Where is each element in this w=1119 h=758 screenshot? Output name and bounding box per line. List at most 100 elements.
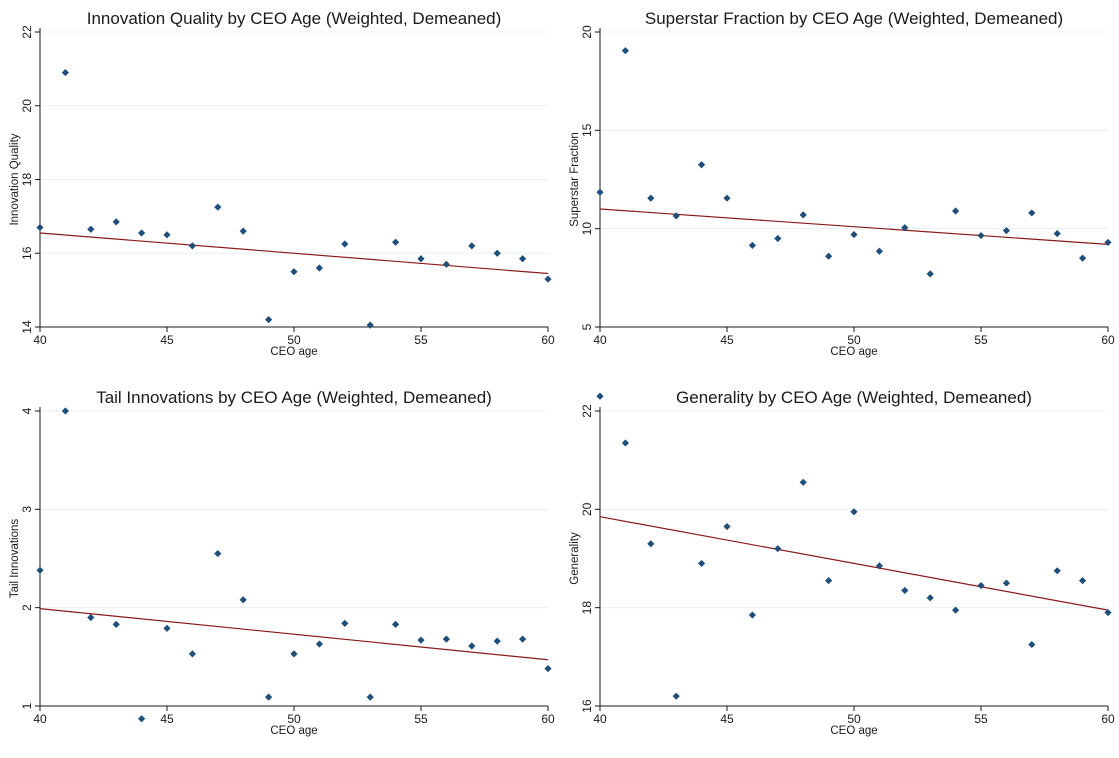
x-axis-title: CEO age xyxy=(270,346,317,358)
data-point-age-57 xyxy=(1028,640,1036,649)
data-point-age-53 xyxy=(366,693,374,701)
y-tick-label: 14 xyxy=(20,320,34,334)
data-point-age-40 xyxy=(596,392,604,400)
y-tick-label: 18 xyxy=(580,601,594,615)
data-point-age-58 xyxy=(493,249,501,257)
data-point-age-44 xyxy=(698,161,706,169)
y-tick-label: 20 xyxy=(20,99,34,113)
data-point-age-54 xyxy=(392,238,400,246)
data-point-age-47 xyxy=(774,234,782,243)
y-axis-title: Generality xyxy=(569,532,581,585)
data-point-age-41 xyxy=(61,68,69,77)
y-tick-label: 16 xyxy=(20,246,34,260)
data-point-age-46 xyxy=(188,242,196,250)
chart-superstar-fraction: 5 10 15 20 40 45 50 55 60 CEO age Superstar Fracti… xyxy=(569,9,1115,358)
fitted-line xyxy=(39,232,549,275)
chart-tail-innovations: 1 2 3 4 40 45 50 55 60 CEO age Tail Innovations Tai… xyxy=(9,388,555,737)
data-point-age-56 xyxy=(442,260,450,268)
data-point-age-48 xyxy=(239,596,247,604)
data-point-age-51 xyxy=(875,562,883,570)
data-point-age-53 xyxy=(366,321,374,329)
data-point-age-45 xyxy=(723,194,731,202)
x-tick-label: 50 xyxy=(847,333,861,347)
x-tick-label: 40 xyxy=(33,712,47,726)
data-point-age-51 xyxy=(315,264,323,272)
data-point-age-57 xyxy=(1028,209,1036,217)
x-tick-label: 50 xyxy=(287,712,301,726)
data-point-age-47 xyxy=(214,549,222,558)
x-tick-label: 60 xyxy=(541,333,555,347)
data-point-age-40 xyxy=(36,566,44,574)
y-axis-title: Superstar Fraction xyxy=(569,132,581,227)
data-point-age-55 xyxy=(417,255,425,263)
x-tick-label: 55 xyxy=(974,333,988,347)
chart-panel-innovation-quality: 14 16 18 20 22 40 45 50 55 60 CEO age Innovation Qu… xyxy=(0,0,559,379)
x-tick-label: 55 xyxy=(414,712,428,726)
y-tick-label: 22 xyxy=(20,25,34,39)
y-tick-label: 16 xyxy=(580,699,594,713)
data-point-age-55 xyxy=(977,581,985,590)
y-tick-label: 10 xyxy=(580,222,594,236)
y-tick-label: 5 xyxy=(580,323,594,330)
y-tick-label: 15 xyxy=(580,123,594,137)
data-point-age-46 xyxy=(748,241,756,249)
y-axis-title: Tail Innovations xyxy=(9,519,21,599)
x-tick-label: 60 xyxy=(1101,333,1115,347)
chart-generality: 16 18 20 22 40 45 50 55 60 CEO age Generality Gener… xyxy=(569,388,1115,737)
data-point-age-42 xyxy=(647,194,655,202)
data-point-age-47 xyxy=(214,203,222,211)
data-point-age-47 xyxy=(774,545,782,553)
data-point-age-44 xyxy=(698,559,706,568)
data-point-age-58 xyxy=(1053,567,1061,575)
data-point-age-60 xyxy=(544,275,552,283)
data-point-age-46 xyxy=(188,650,196,658)
x-tick-label: 45 xyxy=(160,333,174,347)
data-point-age-59 xyxy=(519,255,527,263)
data-point-age-42 xyxy=(87,225,95,233)
data-point-age-50 xyxy=(290,268,298,276)
y-axis-title: Innovation Quality xyxy=(9,133,21,225)
data-point-age-54 xyxy=(952,606,960,614)
x-axis-title: CEO age xyxy=(830,346,877,358)
data-point-age-51 xyxy=(875,247,883,255)
y-tick-label: 18 xyxy=(20,173,34,187)
data-point-age-50 xyxy=(850,230,858,239)
chart-innovation-quality: 14 16 18 20 22 40 45 50 55 60 CEO age Innovation Qu… xyxy=(9,9,555,358)
chart-panel-superstar-fraction: 5 10 15 20 40 45 50 55 60 CEO age Superstar Fracti… xyxy=(560,0,1119,379)
data-point-age-57 xyxy=(468,242,476,250)
data-point-age-42 xyxy=(87,613,95,622)
y-tick-label: 4 xyxy=(20,407,34,414)
data-point-age-60 xyxy=(544,665,552,673)
data-point-age-53 xyxy=(926,594,934,602)
data-point-age-52 xyxy=(901,586,909,595)
data-point-age-53 xyxy=(926,270,934,278)
data-point-age-50 xyxy=(290,650,298,658)
data-point-age-52 xyxy=(901,224,909,232)
y-tick-label: 20 xyxy=(580,502,594,516)
data-point-age-49 xyxy=(265,316,273,324)
data-point-age-54 xyxy=(392,620,400,628)
x-tick-label: 45 xyxy=(720,333,734,347)
data-point-age-52 xyxy=(341,240,349,248)
x-tick-label: 40 xyxy=(33,333,47,347)
data-point-age-59 xyxy=(1079,254,1087,262)
data-point-age-44 xyxy=(138,715,146,723)
data-point-age-49 xyxy=(825,577,833,585)
data-point-age-48 xyxy=(239,227,247,235)
data-point-age-59 xyxy=(1079,577,1087,585)
x-tick-label: 55 xyxy=(414,333,428,347)
y-tick-label: 3 xyxy=(20,506,34,513)
data-point-age-56 xyxy=(1002,227,1010,235)
data-point-age-41 xyxy=(621,47,629,55)
data-point-age-44 xyxy=(138,229,146,237)
data-point-age-48 xyxy=(799,478,807,486)
fitted-line xyxy=(39,608,549,661)
chart-title: Generality by CEO Age (Weighted, Demeane… xyxy=(676,388,1032,407)
data-point-age-41 xyxy=(621,439,629,447)
data-point-age-54 xyxy=(952,207,960,215)
data-point-age-43 xyxy=(112,218,120,226)
chart-panel-generality: 16 18 20 22 40 45 50 55 60 CEO age Generality Gener… xyxy=(560,379,1119,758)
chart-title: Tail Innovations by CEO Age (Weighted, D… xyxy=(96,388,492,407)
data-point-age-55 xyxy=(977,231,985,240)
fitted-line xyxy=(599,516,1109,611)
